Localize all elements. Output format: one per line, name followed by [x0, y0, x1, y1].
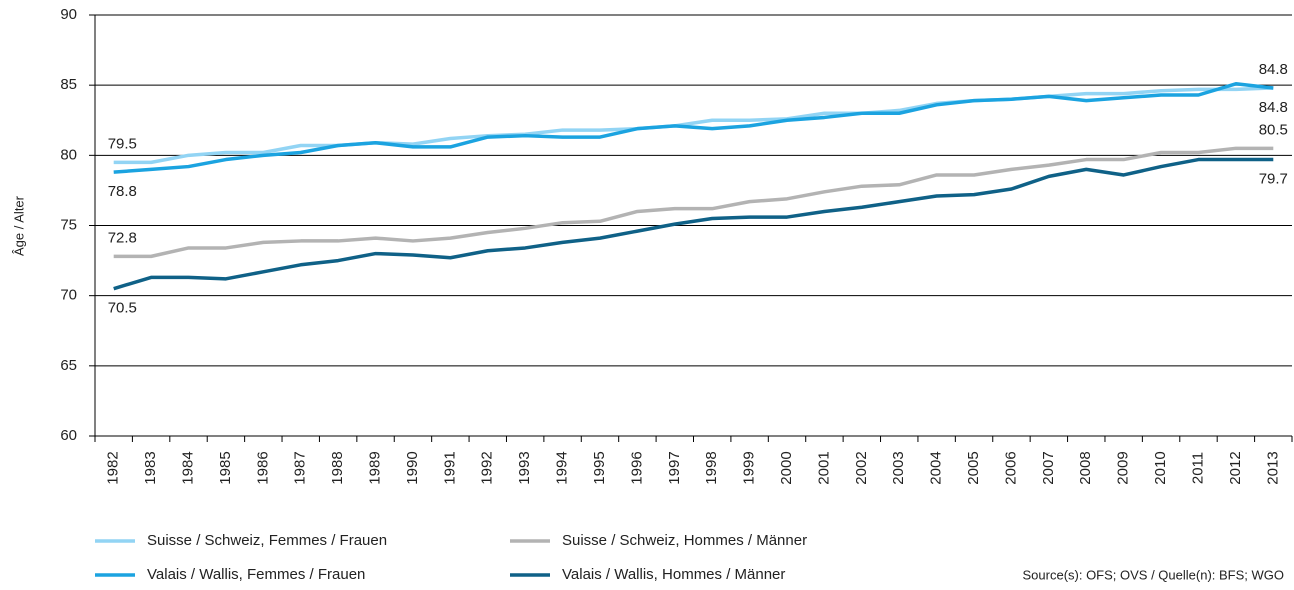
- x-tick-label: 1991: [441, 451, 458, 484]
- data-label: 78.8: [108, 183, 137, 200]
- data-label: 80.5: [1259, 121, 1288, 138]
- x-tick-label: 1992: [479, 451, 496, 484]
- y-tick-label: 90: [60, 6, 77, 23]
- x-tick-label: 1990: [404, 451, 421, 484]
- data-label: 84.8: [1259, 99, 1288, 116]
- data-label: 70.5: [108, 300, 137, 317]
- x-tick-label: 2006: [1002, 451, 1019, 484]
- x-tick-label: 1988: [329, 451, 346, 484]
- x-tick-label: 2003: [890, 451, 907, 484]
- y-tick-label: 80: [60, 146, 77, 163]
- x-tick-label: 2001: [815, 451, 832, 484]
- x-tick-label: 1984: [179, 451, 196, 484]
- series-line: [113, 146, 1274, 259]
- legend-label: Suisse / Schweiz, Hommes / Männer: [562, 532, 807, 549]
- x-tick-label: 1989: [367, 451, 384, 484]
- x-tick-label: 1982: [105, 451, 122, 484]
- source: Source(s): OFS; OVS / Quelle(n): BFS; WG…: [1023, 567, 1285, 582]
- y-tick-label: 85: [60, 76, 77, 93]
- data-label: 72.8: [108, 229, 137, 246]
- x-tick-label: 2004: [928, 451, 945, 484]
- y-tick-label: 60: [60, 427, 77, 444]
- legend-label: Valais / Wallis, Femmes / Frauen: [147, 566, 365, 583]
- legend-label: Valais / Wallis, Hommes / Männer: [562, 566, 785, 583]
- series-line: [113, 157, 1274, 291]
- x-tick-label: 1983: [142, 451, 159, 484]
- series-line: [113, 86, 1274, 165]
- data-label: 79.5: [108, 135, 137, 152]
- x-tick-label: 2002: [853, 451, 870, 484]
- x-tick-label: 1987: [292, 451, 309, 484]
- x-tick-label: 1993: [516, 451, 533, 484]
- x-tick-label: 1995: [591, 451, 608, 484]
- x-tick-label: 2007: [1040, 451, 1057, 484]
- data-label: 84.8: [1259, 61, 1288, 78]
- x-tick-label: 2009: [1115, 451, 1132, 484]
- y-tick-label: 65: [60, 357, 77, 374]
- legend-label: Suisse / Schweiz, Femmes / Frauen: [147, 532, 387, 549]
- x-tick-label: 2013: [1264, 451, 1281, 484]
- x-tick-label: 1999: [741, 451, 758, 484]
- x-tick-label: 2008: [1077, 451, 1094, 484]
- x-tick-label: 1986: [254, 451, 271, 484]
- y-tick-label: 75: [60, 216, 77, 233]
- x-tick-label: 1998: [703, 451, 720, 484]
- x-tick-label: 2012: [1227, 451, 1244, 484]
- x-tick-label: 1994: [554, 451, 571, 484]
- x-tick-label: 1985: [217, 451, 234, 484]
- x-tick-label: 2000: [778, 451, 795, 484]
- x-tick-label: 2005: [965, 451, 982, 484]
- x-tick-label: 2010: [1152, 451, 1169, 484]
- x-tick-label: 2011: [1189, 452, 1206, 484]
- x-tick-label: 1997: [666, 451, 683, 484]
- y-axis-label: Âge / Alter: [11, 195, 26, 256]
- x-tick-label: 1996: [628, 451, 645, 484]
- series-line: [113, 82, 1274, 174]
- data-label: 79.7: [1259, 171, 1288, 188]
- y-tick-label: 70: [60, 287, 77, 304]
